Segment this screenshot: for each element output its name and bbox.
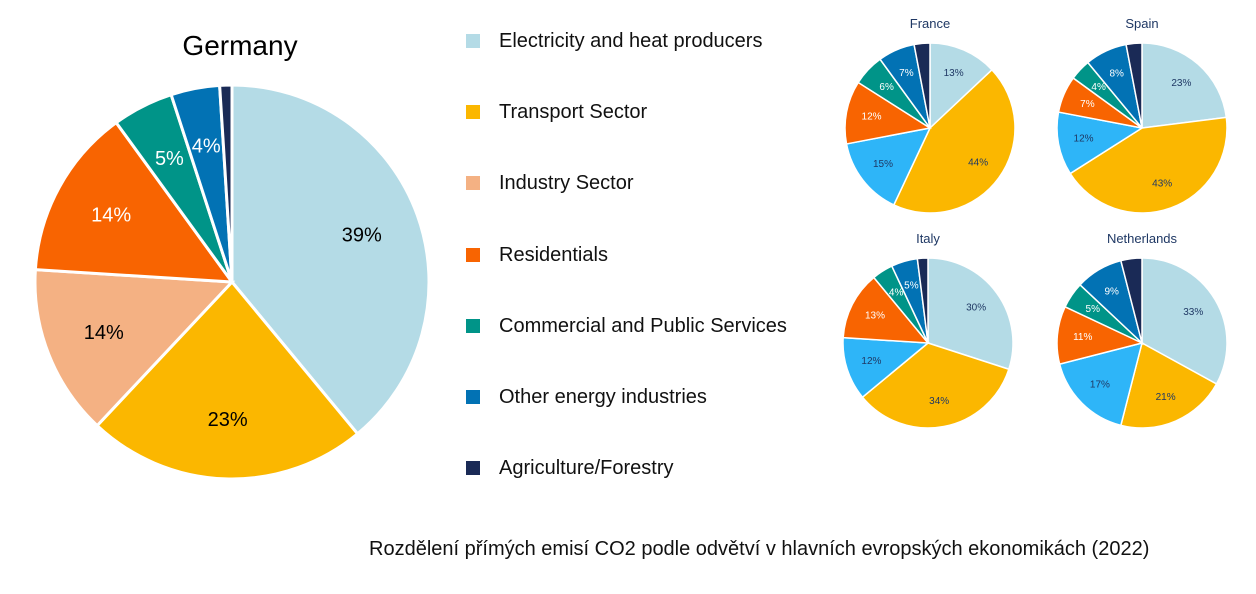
italy-label-industry-sector: 12%	[861, 356, 881, 367]
spain-slice-industry-sector	[1056, 111, 1145, 175]
netherlands-label-residentials: 11%	[1073, 332, 1092, 343]
netherlands-label-other-energy-industries: 9%	[1104, 286, 1119, 297]
italy-label-other-energy-industries: 5%	[904, 280, 919, 291]
spain-label-transport-sector: 43%	[1152, 178, 1172, 189]
italy-slice-transport-sector	[861, 342, 1010, 429]
legend-label-agriculture: Agriculture/Forestry	[499, 456, 674, 479]
germany-label-residentials: 14%	[91, 205, 131, 227]
legend-item-electricity: Electricity and heat producers	[466, 26, 762, 56]
netherlands-slice-industry-sector	[1058, 341, 1144, 427]
germany-slice-agriculture-forestry	[218, 83, 234, 283]
spain-label-other-energy-industries: 8%	[1109, 69, 1124, 80]
france-label-industry-sector: 15%	[873, 159, 893, 170]
netherlands-label-industry-sector: 17%	[1090, 380, 1110, 391]
france-slice-residentials	[844, 81, 933, 145]
france-label-electricity-and-heat-producers: 13%	[944, 68, 964, 79]
france-slice-industry-sector	[845, 126, 932, 206]
legend-item-transport: Transport Sector	[466, 97, 647, 127]
legend-swatch-transport	[466, 105, 480, 119]
germany-pie-chart: 39% 23% 14% 14% 5% 4%	[33, 83, 431, 481]
germany-slice-electricity-and-heat-producers	[230, 83, 431, 436]
netherlands-slice-agriculture-forestry	[1119, 257, 1143, 344]
france-pie-chart: France 13% 44% 15% 12% 6% 7%	[844, 16, 1016, 214]
italy-label-transport-sector: 34%	[929, 396, 949, 407]
france-title: France	[910, 16, 950, 31]
france-slice-transport-sector	[892, 68, 1016, 214]
spain-slice-transport-sector	[1069, 116, 1228, 214]
spain-label-industry-sector: 12%	[1074, 134, 1094, 145]
legend-label-industry: Industry Sector	[499, 171, 634, 194]
germany-label-industry-sector: 14%	[84, 322, 124, 344]
spain-slice-electricity-and-heat-producers	[1141, 42, 1228, 129]
netherlands-slice-electricity-and-heat-producers	[1141, 257, 1228, 385]
italy-label-commercial-and-public-services: 4%	[889, 287, 904, 298]
germany-slice-transport-sector	[95, 279, 360, 481]
netherlands-label-commercial-and-public-services: 5%	[1086, 304, 1101, 315]
netherlands-slice-transport-sector	[1119, 341, 1218, 429]
france-slice-agriculture-forestry	[913, 42, 931, 129]
legend-item-residentials: Residentials	[466, 240, 608, 270]
france-label-transport-sector: 44%	[968, 157, 988, 168]
legend-label-other-energy: Other energy industries	[499, 385, 707, 408]
germany-label-transport-sector: 23%	[208, 409, 248, 431]
france-label-other-energy-industries: 7%	[899, 68, 914, 79]
italy-pie-chart: Italy 30% 34% 12% 13% 4%5%	[842, 231, 1014, 429]
legend-label-commercial: Commercial and Public Services	[499, 314, 787, 337]
figure-caption: Rozdělení přímých emisí CO2 podle odvětv…	[369, 538, 1150, 560]
italy-label-residentials: 13%	[865, 310, 885, 321]
legend-swatch-industry	[466, 176, 480, 190]
legend-label-transport: Transport Sector	[499, 100, 648, 123]
netherlands-label-electricity-and-heat-producers: 33%	[1183, 307, 1203, 318]
spain-label-electricity-and-heat-producers: 23%	[1171, 78, 1191, 89]
legend-item-other-energy: Other energy industries	[466, 382, 707, 412]
spain-slice-agriculture-forestry	[1125, 42, 1143, 129]
italy-label-electricity-and-heat-producers: 30%	[966, 303, 986, 314]
france-label-residentials: 12%	[862, 111, 882, 122]
legend-swatch-electricity	[466, 34, 480, 48]
legend-swatch-commercial	[466, 319, 480, 333]
germany-title: Germany	[182, 30, 298, 61]
legend-swatch-agriculture	[466, 461, 480, 475]
germany-label-other-energy-industries: 4%	[192, 136, 221, 158]
netherlands-pie-chart: Netherlands 33% 21% 17% 11% 5%9%	[1056, 231, 1228, 429]
legend-item-commercial: Commercial and Public Services	[466, 311, 787, 341]
france-slice-electricity-and-heat-producers	[929, 42, 994, 130]
germany-slice-industry-sector	[33, 268, 236, 428]
france-label-commercial-and-public-services: 6%	[879, 82, 894, 93]
italy-slice-electricity-and-heat-producers	[927, 257, 1014, 371]
spain-pie-chart: Spain 23% 43% 12% 7% 4%8%	[1056, 16, 1228, 214]
legend-swatch-residentials	[466, 248, 480, 262]
spain-label-commercial-and-public-services: 4%	[1091, 82, 1106, 93]
legend-label-electricity: Electricity and heat producers	[499, 29, 763, 52]
italy-slice-industry-sector	[842, 336, 930, 399]
germany-label-commercial-and-public-services: 5%	[155, 148, 184, 170]
germany-label-electricity-and-heat-producers: 39%	[342, 224, 382, 246]
italy-title: Italy	[916, 231, 940, 246]
germany-slice-residentials	[33, 120, 236, 284]
legend-item-industry: Industry Sector	[466, 168, 634, 198]
legend-item-agriculture: Agriculture/Forestry	[466, 453, 674, 483]
legend-swatch-other-energy	[466, 390, 480, 404]
spain-title: Spain	[1125, 16, 1158, 31]
netherlands-title: Netherlands	[1107, 231, 1178, 246]
italy-slice-agriculture-forestry	[916, 257, 929, 344]
legend-label-residentials: Residentials	[499, 243, 608, 266]
netherlands-label-transport-sector: 21%	[1156, 392, 1176, 403]
italy-slice-residentials	[842, 276, 930, 344]
spain-label-residentials: 7%	[1080, 99, 1095, 110]
